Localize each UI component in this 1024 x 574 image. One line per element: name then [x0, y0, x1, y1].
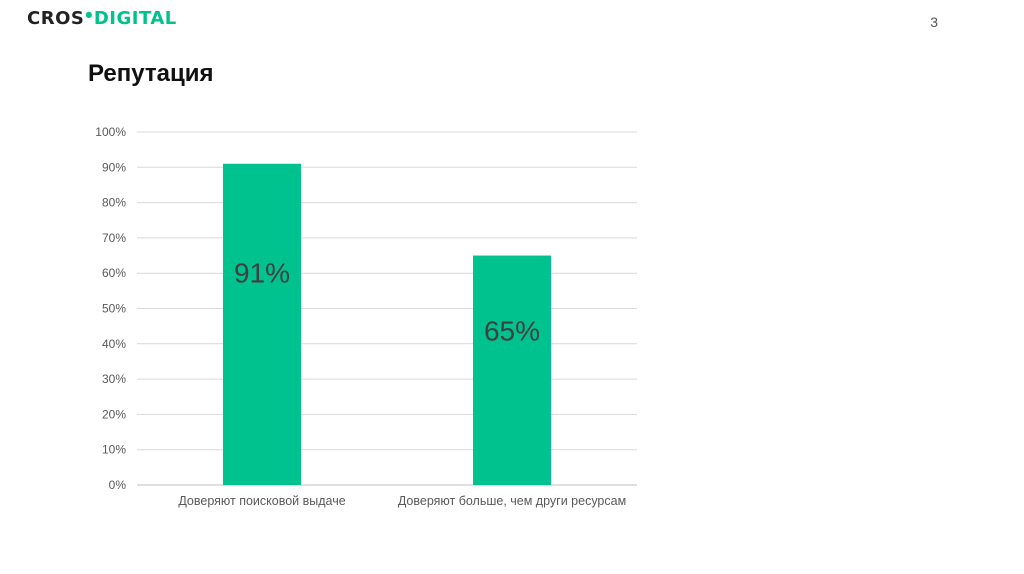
- y-tick-label: 100%: [95, 125, 126, 139]
- page-number: 3: [930, 14, 938, 30]
- logo-part-digital: DIGITAL: [93, 8, 177, 29]
- logo: CROS●DIGITAL: [27, 8, 177, 29]
- y-tick-label: 20%: [102, 407, 126, 421]
- y-tick-label: 40%: [102, 337, 126, 351]
- logo-part-cros: CROS: [27, 8, 85, 29]
- page-title: Репутация: [88, 60, 214, 87]
- y-tick-label: 90%: [102, 160, 126, 174]
- y-tick-label: 0%: [109, 478, 127, 492]
- x-category-label: Доверяют поисковой выдаче: [178, 494, 345, 508]
- y-tick-label: 60%: [102, 266, 126, 280]
- logo-dot-icon: ●: [85, 10, 93, 19]
- y-tick-label: 30%: [102, 372, 126, 386]
- y-tick-label: 50%: [102, 302, 126, 316]
- bar-data-label: 65%: [484, 315, 540, 346]
- x-category-label: Доверяют больше, чем други ресурсам: [398, 494, 626, 508]
- y-tick-label: 80%: [102, 196, 126, 210]
- bar-data-label: 91%: [234, 258, 290, 289]
- bar: [223, 163, 301, 485]
- y-tick-label: 70%: [102, 231, 126, 245]
- y-tick-label: 10%: [102, 443, 126, 457]
- bar: [473, 255, 551, 485]
